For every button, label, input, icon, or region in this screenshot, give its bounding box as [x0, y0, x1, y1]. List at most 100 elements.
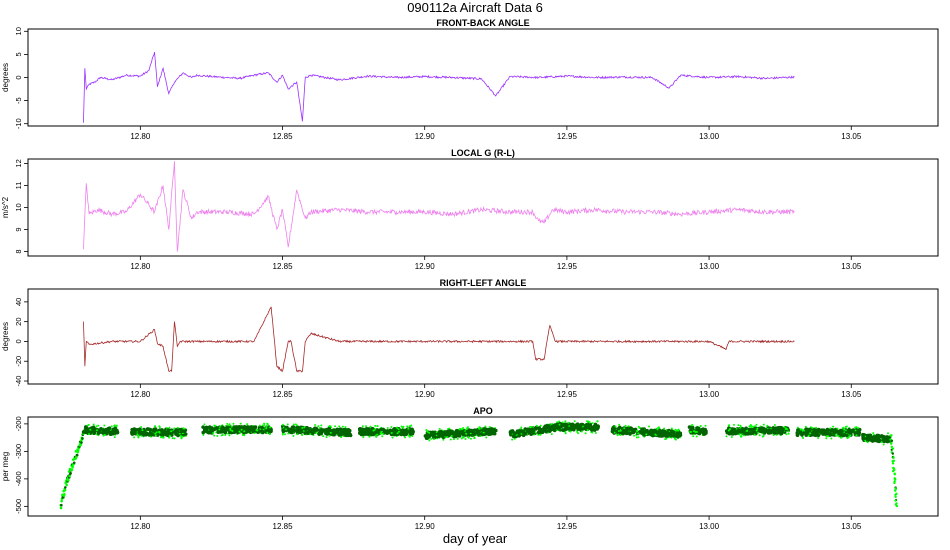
data-point	[305, 426, 310, 430]
data-point	[458, 428, 461, 431]
data-point	[141, 429, 144, 432]
data-point	[68, 474, 71, 478]
series-line-front-back-angle	[83, 52, 795, 123]
data-point	[372, 429, 375, 432]
data-point	[825, 435, 828, 438]
data-point	[84, 430, 89, 434]
data-point	[670, 427, 673, 430]
x-tick-label: 12.90	[415, 262, 436, 271]
data-point	[872, 438, 877, 442]
data-point	[238, 430, 241, 433]
data-point	[431, 433, 436, 438]
data-point	[697, 427, 701, 432]
x-tick-label: 12.95	[557, 390, 578, 399]
data-point	[253, 432, 256, 435]
data-point	[246, 428, 250, 433]
data-point	[638, 426, 641, 429]
x-tick-label: 13.05	[841, 262, 862, 271]
data-point	[113, 426, 117, 431]
data-point	[689, 430, 692, 433]
data-point	[103, 424, 106, 427]
data-point	[521, 430, 526, 435]
panel-frame-front-back-angle	[27, 28, 939, 127]
data-point	[725, 435, 728, 438]
y-tick-label: 40	[14, 298, 23, 306]
data-point	[771, 426, 776, 430]
data-point	[654, 433, 657, 436]
data-point	[76, 449, 80, 452]
data-point	[283, 433, 286, 436]
data-point	[648, 425, 651, 428]
data-point	[361, 425, 364, 428]
data-point	[226, 422, 229, 425]
data-point	[281, 429, 286, 434]
data-point	[617, 430, 620, 433]
data-point	[457, 433, 462, 437]
data-point	[292, 423, 295, 426]
data-point	[343, 428, 348, 432]
data-point	[258, 424, 261, 427]
data-point	[484, 428, 488, 433]
data-point	[294, 429, 299, 433]
data-point	[488, 426, 491, 429]
data-point	[738, 433, 741, 436]
data-point	[373, 427, 376, 430]
data-point	[285, 428, 288, 431]
data-point	[697, 430, 702, 435]
data-point	[101, 428, 105, 432]
data-point	[882, 443, 885, 446]
data-point	[452, 438, 455, 441]
data-point	[214, 424, 217, 427]
data-point	[154, 434, 157, 437]
data-point	[621, 429, 626, 434]
data-point	[845, 433, 849, 438]
data-point	[425, 429, 428, 432]
data-point	[775, 426, 780, 431]
data-point	[392, 432, 397, 437]
x-tick-label: 12.95	[557, 132, 578, 141]
data-point	[376, 433, 379, 436]
data-point	[313, 426, 317, 431]
data-point	[762, 434, 765, 437]
data-point	[113, 436, 116, 439]
data-point	[586, 429, 589, 432]
y-tick-label: -200	[14, 416, 23, 431]
data-point	[374, 430, 379, 434]
data-point	[329, 431, 332, 434]
data-point	[97, 424, 100, 427]
data-point	[265, 427, 268, 430]
data-point	[664, 438, 667, 441]
y-axis-label-front-back-angle: degrees	[1, 63, 10, 92]
y-tick-label: 11	[14, 182, 23, 190]
data-point	[384, 430, 389, 435]
data-point	[877, 439, 881, 444]
data-point	[218, 428, 221, 431]
y-tick-label: 5	[14, 52, 23, 56]
data-point	[281, 423, 284, 426]
data-point	[704, 424, 707, 427]
data-point	[179, 435, 182, 438]
data-point	[231, 429, 234, 432]
data-point	[660, 429, 665, 433]
data-point	[534, 431, 537, 434]
data-point	[286, 427, 291, 431]
data-point	[75, 453, 79, 457]
data-point	[71, 466, 74, 469]
data-point	[520, 426, 523, 429]
data-point	[755, 429, 758, 432]
data-point	[772, 434, 775, 436]
data-point	[166, 428, 171, 432]
y-tick-label: 8	[14, 250, 23, 254]
data-point	[74, 450, 78, 453]
data-point	[256, 429, 259, 432]
data-point	[461, 433, 466, 437]
data-point	[170, 430, 173, 433]
data-point	[584, 432, 587, 435]
data-point	[69, 471, 72, 475]
data-point	[830, 437, 833, 440]
data-point	[469, 437, 472, 440]
data-point	[173, 437, 176, 440]
data-point	[80, 441, 83, 444]
data-point	[478, 426, 481, 429]
data-point	[743, 431, 748, 436]
